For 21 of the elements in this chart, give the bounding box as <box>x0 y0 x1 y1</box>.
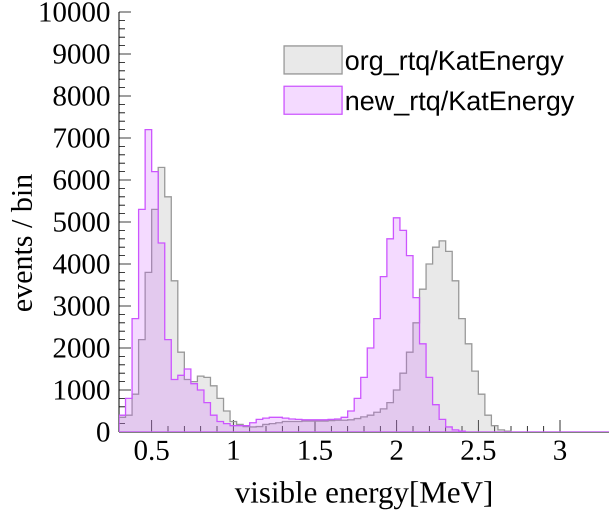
y-tick-label: 2000 <box>54 338 110 358</box>
y-tick-label: 7000 <box>54 128 110 148</box>
x-axis-title: visible energy[MeV] <box>234 481 492 510</box>
legend-label: org_rtq/KatEnergy <box>346 50 564 76</box>
x-tick-label: 2 <box>390 440 402 460</box>
x-tick-label: 1.5 <box>299 440 332 460</box>
y-tick-label: 1000 <box>55 380 110 400</box>
y-tick-label: 10000 <box>40 2 110 22</box>
y-axis-title: events / bin <box>10 174 32 311</box>
x-tick-label: 3 <box>554 440 566 460</box>
y-tick-label: 9000 <box>53 44 110 64</box>
x-tick-label: 1 <box>228 440 239 460</box>
x-tick-label: 0.5 <box>134 440 169 460</box>
y-tick-label: 5000 <box>54 212 110 232</box>
y-tick-label: 6000 <box>54 170 110 190</box>
legend-label: new_rtq/KatEnergy <box>346 90 574 116</box>
y-tick-label: 4000 <box>53 254 110 274</box>
y-tick-label: 3000 <box>54 296 110 316</box>
y-tick-label: 8000 <box>54 86 110 106</box>
y-tick-label: 0 <box>97 422 110 442</box>
x-tick-label: 2.5 <box>461 440 496 460</box>
